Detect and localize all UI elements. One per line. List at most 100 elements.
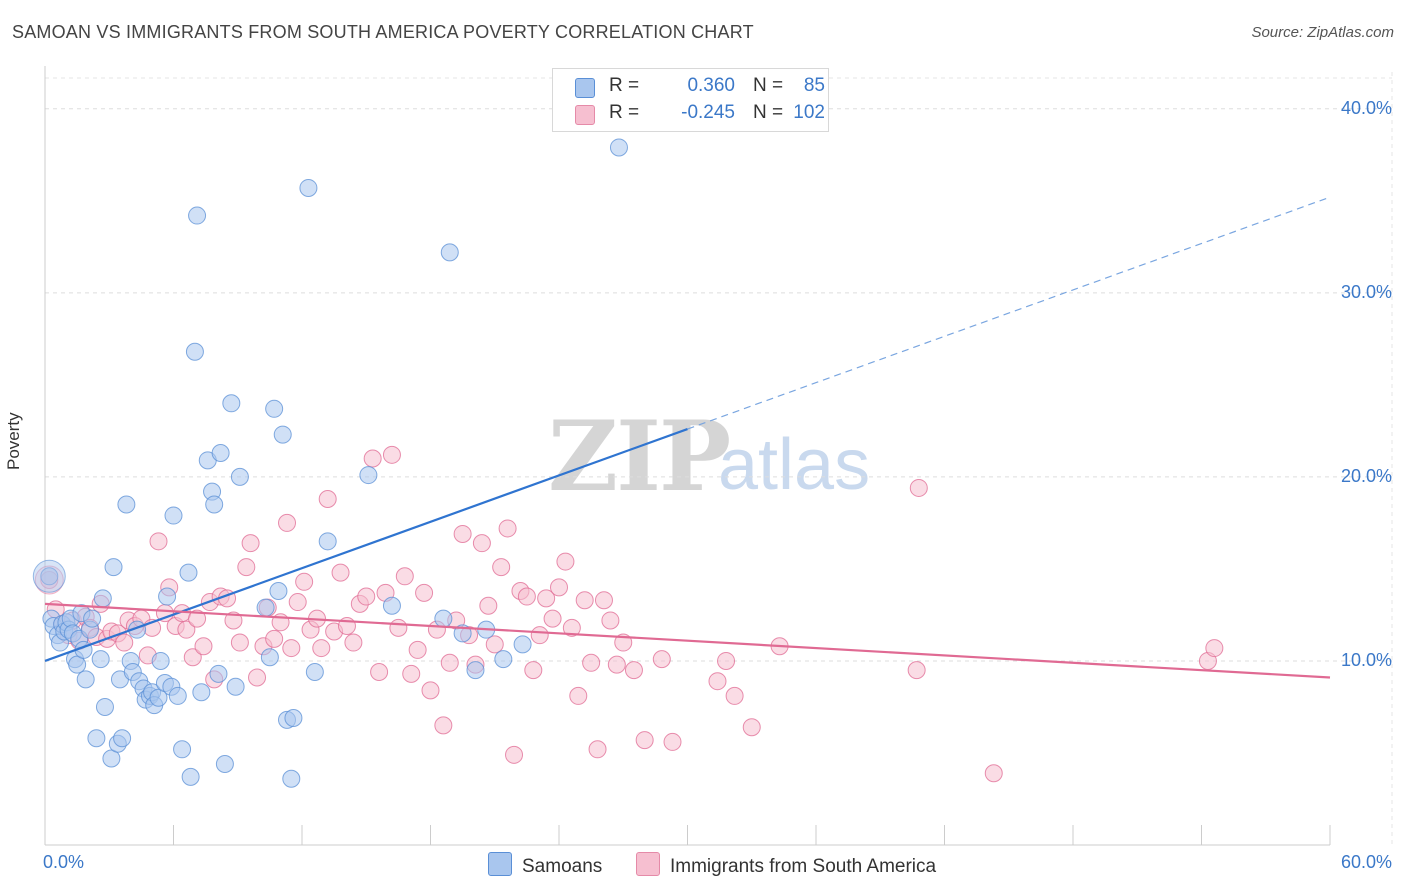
samoans-point [230, 467, 249, 486]
samoans-point [434, 609, 453, 628]
immigrants-point [575, 591, 594, 610]
samoans-point [93, 589, 112, 608]
y-tick-label: 40.0% [1340, 97, 1392, 118]
samoans-point [95, 697, 114, 716]
immigrants-point [907, 661, 926, 680]
grid-lines [45, 72, 1393, 845]
samoans-point [359, 466, 378, 485]
samoans-point [211, 443, 230, 462]
samoans-point [185, 342, 204, 361]
immigrants-point [517, 587, 536, 606]
axes [44, 66, 1331, 846]
immigrants-point [440, 653, 459, 672]
immigrants-point [909, 478, 928, 497]
y-tick-label: 30.0% [1340, 281, 1392, 302]
samoans-point [260, 648, 279, 667]
immigrants-point [408, 640, 427, 659]
immigrants-point [224, 611, 243, 630]
immigrants-point [241, 534, 260, 553]
samoans-point [513, 635, 532, 654]
samoans-point [179, 563, 198, 582]
samoans-point [609, 138, 628, 157]
immigrants-point [635, 731, 654, 750]
immigrants-point [717, 651, 736, 670]
immigrants-point [370, 662, 389, 681]
immigrants-point [331, 563, 350, 582]
immigrants-point [421, 681, 440, 700]
samoans-point [440, 243, 459, 262]
immigrants-point [278, 513, 297, 532]
samoans-point [104, 558, 123, 577]
bottom-legend-samoans: Samoans [488, 852, 602, 878]
samoans-point [192, 683, 211, 702]
immigrants-point [588, 740, 607, 759]
legend-n-value: 102 [793, 102, 825, 123]
samoans-point [305, 662, 324, 681]
watermark-atlas: atlas [718, 425, 871, 505]
immigrants-point [395, 567, 414, 586]
samoans-point [215, 755, 234, 774]
immigrants-point [453, 524, 472, 543]
immigrants-point [725, 686, 744, 705]
samoans-point [188, 206, 207, 225]
samoans-point-large [32, 559, 66, 593]
watermark-zip: ZIP [548, 400, 731, 513]
immigrants-point [708, 672, 727, 691]
samoans-point [299, 178, 318, 197]
samoans-point [273, 425, 292, 444]
samoans-point [87, 729, 106, 748]
immigrants-point [149, 532, 168, 551]
bottom-legend-label-immigrants: Immigrants from South America [670, 856, 937, 877]
bottom-legend-immigrants: Immigrants from South America [636, 852, 936, 878]
immigrants-point [312, 639, 331, 658]
samoans-point [173, 740, 192, 759]
samoans-point [222, 394, 241, 413]
immigrants-point [601, 611, 620, 630]
immigrants-point [318, 489, 337, 508]
legend-r-value: 0.360 [687, 75, 735, 96]
immigrants-point [295, 572, 314, 591]
immigrants-point [415, 583, 434, 602]
immigrants-point [357, 587, 376, 606]
immigrants-point [663, 732, 682, 751]
immigrants-point [742, 718, 761, 737]
immigrants-point [230, 633, 249, 652]
samoans-point [76, 670, 95, 689]
immigrants-point [282, 639, 301, 658]
samoans-point [226, 677, 245, 696]
samoans-point [269, 582, 288, 601]
immigrants-point [569, 686, 588, 705]
legend-r-value: -0.245 [681, 102, 735, 123]
trend-lines [44, 196, 1331, 679]
immigrants-point [194, 637, 213, 656]
samoans-point [284, 709, 303, 728]
samoans-point [318, 532, 337, 551]
samoans-point [117, 495, 136, 514]
immigrants-point [177, 620, 196, 639]
legend-n-label: N = [753, 75, 784, 96]
samoans-point [205, 495, 224, 514]
legend-n-label: N = [753, 102, 784, 123]
immigrants-point [505, 745, 524, 764]
samoans-point [40, 567, 59, 586]
immigrants-trend-line [44, 602, 1331, 679]
immigrants-point [363, 449, 382, 468]
bottom-legend-swatch-immigrants [636, 852, 660, 876]
samoans-point [382, 596, 401, 615]
immigrants-point [524, 661, 543, 680]
immigrants-point [550, 578, 568, 597]
immigrants-point [498, 519, 517, 538]
y-tick-label: 20.0% [1340, 465, 1392, 486]
bottom-legend-label-samoans: Samoans [522, 856, 603, 877]
samoans-point [83, 609, 102, 628]
samoans-point [256, 598, 275, 617]
samoans-point [494, 650, 513, 669]
immigrants-point [288, 593, 307, 612]
samoans-point [113, 729, 132, 748]
immigrants-point [344, 633, 363, 652]
immigrants-point [265, 629, 284, 648]
immigrants-point [472, 534, 491, 553]
bottom-legend-swatch-samoans [488, 852, 512, 876]
legend-n-value: 85 [803, 75, 825, 96]
